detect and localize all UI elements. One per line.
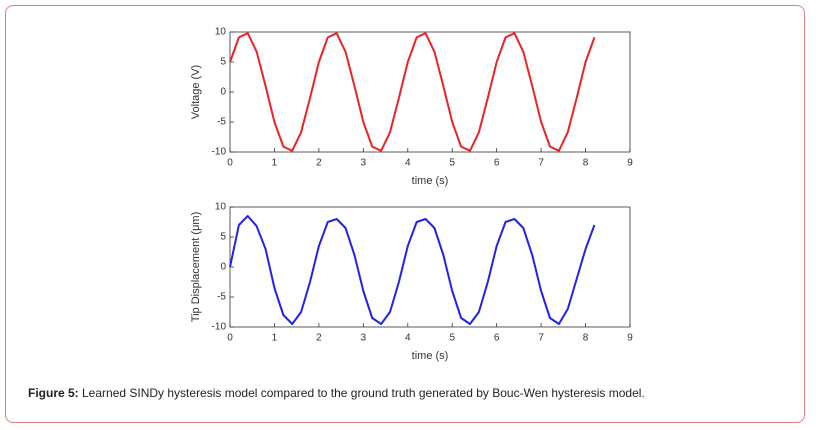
y-tick-label: 0 xyxy=(220,87,226,98)
x-tick-label: 3 xyxy=(361,158,367,169)
figure-card xyxy=(5,5,805,423)
y-tick-label: 10 xyxy=(215,202,227,213)
y-tick-label: 5 xyxy=(220,232,226,243)
y-axis-label: Voltage (V) xyxy=(190,65,202,119)
plot-frame xyxy=(229,31,631,153)
plot-frame xyxy=(229,206,631,328)
x-tick-label: 8 xyxy=(583,158,589,169)
x-axis-label: time (s) xyxy=(412,350,449,362)
x-tick-label: 5 xyxy=(449,158,455,169)
y-axis-label: Tip Displacement (μm) xyxy=(190,212,202,322)
y-tick-label: -5 xyxy=(217,117,226,128)
x-tick-label: 6 xyxy=(494,158,500,169)
caption-text: Learned SINDy hysteresis model compared … xyxy=(78,386,645,400)
x-tick-label: 2 xyxy=(316,333,322,344)
y-tick-label: -5 xyxy=(217,292,226,303)
x-tick-label: 9 xyxy=(627,333,633,344)
caption-label: Figure 5: xyxy=(28,386,79,400)
y-tick-label: 10 xyxy=(215,27,227,38)
x-tick-label: 5 xyxy=(449,333,455,344)
x-tick-label: 4 xyxy=(405,333,411,344)
x-tick-label: 1 xyxy=(272,158,278,169)
x-tick-label: 4 xyxy=(405,158,411,169)
x-tick-label: 2 xyxy=(316,158,322,169)
line-series xyxy=(229,215,596,325)
y-tick-label: -10 xyxy=(212,147,227,158)
x-tick-label: 9 xyxy=(627,158,633,169)
x-tick-label: 1 xyxy=(272,333,278,344)
y-tick-label: -10 xyxy=(212,322,227,333)
x-tick-label: 6 xyxy=(494,333,500,344)
x-tick-label: 0 xyxy=(227,333,233,344)
y-tick-label: 0 xyxy=(220,262,226,273)
x-tick-label: 8 xyxy=(583,333,589,344)
x-axis-label: time (s) xyxy=(412,175,449,187)
y-tick-label: 5 xyxy=(220,57,226,68)
caption: Figure 5: Learned SINDy hysteresis model… xyxy=(28,386,645,400)
x-tick-label: 7 xyxy=(538,158,544,169)
line-series xyxy=(229,32,596,152)
x-tick-label: 3 xyxy=(361,333,367,344)
x-tick-label: 0 xyxy=(227,158,233,169)
x-tick-label: 7 xyxy=(538,333,544,344)
